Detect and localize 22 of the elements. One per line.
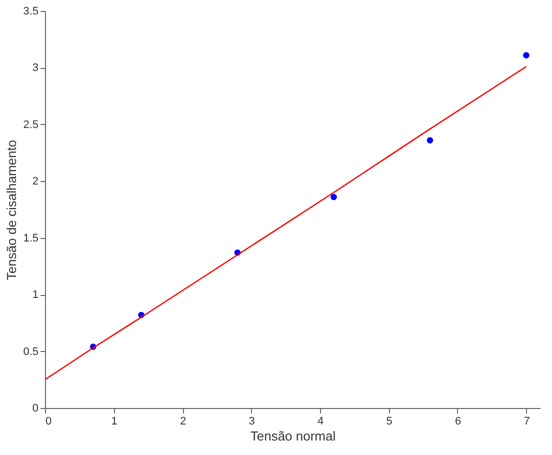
y-tick-label: 1.5 — [23, 232, 38, 244]
line-series — [44, 66, 527, 380]
x-tick-label: 0 — [46, 416, 52, 428]
y-tick-label: 3 — [32, 62, 38, 74]
y-tick-label: 0.5 — [23, 346, 38, 358]
x-tick-label: 4 — [317, 416, 324, 428]
y-tick-label: 1 — [32, 289, 38, 302]
y-tick-label: 0 — [32, 402, 38, 414]
x-tick-label: 7 — [524, 416, 530, 428]
x-axis-title: Tensão normal — [250, 428, 336, 444]
x-tick-label: 1 — [111, 416, 118, 428]
x-tick-label: 2 — [180, 416, 186, 428]
y-tick-label: 2.5 — [23, 118, 38, 131]
point — [426, 137, 434, 144]
y-axis-title: Tensão de cisalhamento — [4, 140, 20, 280]
x-tick-label: 5 — [386, 416, 392, 428]
y-tick-label: 2 — [32, 176, 38, 188]
point — [330, 194, 337, 200]
x-tick-label: 6 — [454, 416, 462, 428]
x-tick-label: 3 — [248, 416, 255, 428]
point — [523, 52, 530, 58]
y-tick-label: 3.5 — [23, 6, 38, 18]
